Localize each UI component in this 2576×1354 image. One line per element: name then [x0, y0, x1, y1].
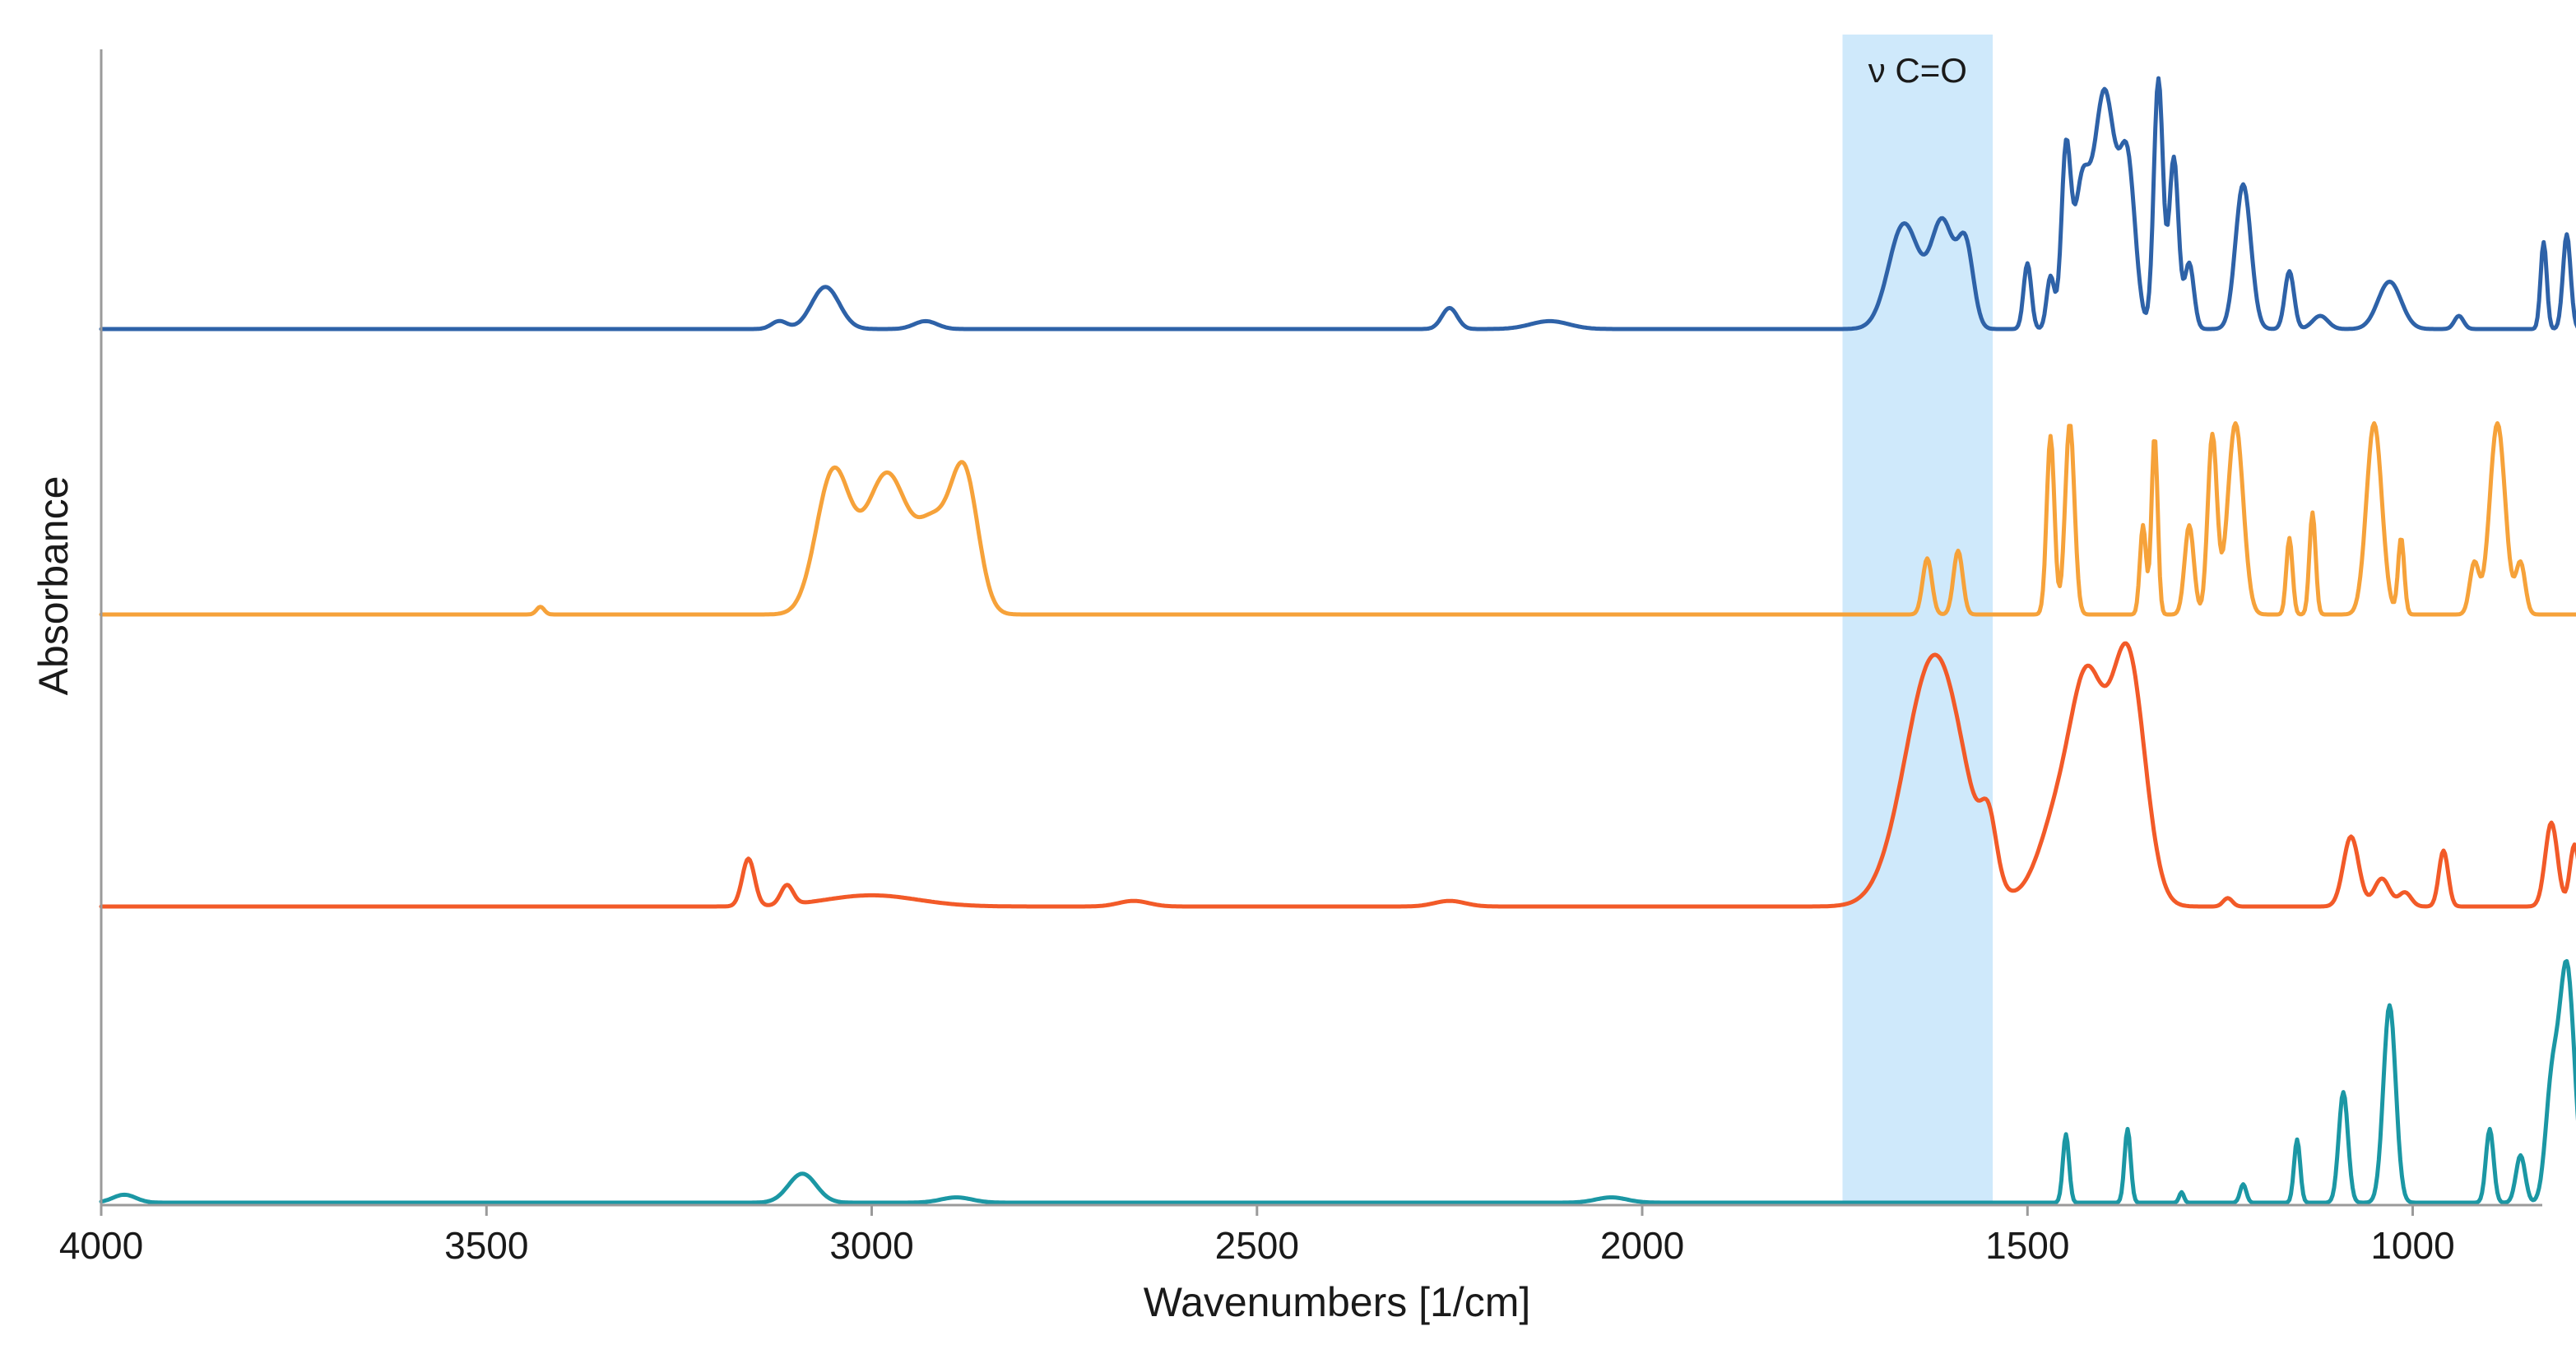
y-axis-label: Absorbance: [30, 476, 77, 696]
x-tick-label: 3000: [829, 1224, 913, 1267]
x-axis-label: Wavenumbers [1/cm]: [1144, 1279, 1531, 1325]
series-line-1: [99, 76, 2576, 332]
x-tick-label: 1500: [1985, 1224, 2069, 1267]
x-tick-label: 2500: [1215, 1224, 1299, 1267]
x-tick-label: 1000: [2370, 1224, 2454, 1267]
series-line-3: [99, 641, 2576, 909]
series-group: [99, 76, 2576, 1205]
x-tick-group: 4000350030002500200015001000500: [59, 1205, 2455, 1267]
series-line-4: [99, 958, 2576, 1205]
x-tick-label: 2000: [1600, 1224, 1684, 1267]
x-tick-label: 4000: [59, 1224, 143, 1267]
series-line-2: [99, 421, 2576, 617]
x-tick-label: 3500: [444, 1224, 528, 1267]
carbonyl-band-label: ν C=O: [1868, 51, 1967, 90]
carbonyl-highlight-band: [1842, 35, 1993, 1205]
